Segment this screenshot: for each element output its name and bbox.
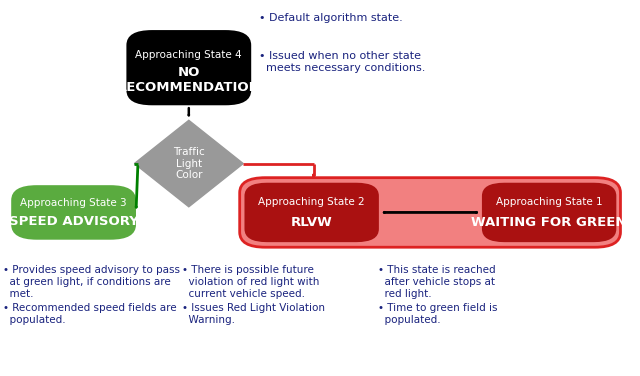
Text: • Time to green field is
  populated.: • Time to green field is populated.	[378, 303, 497, 325]
Text: NO
RECOMMENDATION: NO RECOMMENDATION	[117, 67, 260, 94]
Text: • Issues Red Light Violation
  Warning.: • Issues Red Light Violation Warning.	[182, 303, 325, 325]
Text: Approaching State 3: Approaching State 3	[20, 198, 127, 208]
Text: • There is possible future
  violation of red light with
  current vehicle speed: • There is possible future violation of …	[182, 265, 320, 299]
Text: Traffic
Light
Color: Traffic Light Color	[173, 147, 205, 180]
Text: • This state is reached
  after vehicle stops at
  red light.: • This state is reached after vehicle st…	[378, 265, 495, 299]
Polygon shape	[134, 120, 243, 207]
FancyBboxPatch shape	[244, 183, 379, 242]
Text: Approaching State 1: Approaching State 1	[496, 197, 602, 207]
Text: Approaching State 2: Approaching State 2	[259, 197, 365, 207]
FancyBboxPatch shape	[240, 177, 621, 247]
Text: RLVW: RLVW	[291, 216, 333, 229]
Text: SPEED ADVISORY: SPEED ADVISORY	[9, 215, 138, 228]
Text: • Recommended speed fields are
  populated.: • Recommended speed fields are populated…	[3, 303, 177, 325]
Text: Approaching State 4: Approaching State 4	[136, 50, 242, 60]
Text: • Provides speed advisory to pass
  at green light, if conditions are
  met.: • Provides speed advisory to pass at gre…	[3, 265, 180, 299]
FancyBboxPatch shape	[12, 185, 136, 240]
Text: • Default algorithm state.: • Default algorithm state.	[259, 13, 403, 23]
FancyBboxPatch shape	[482, 183, 616, 242]
FancyBboxPatch shape	[127, 30, 251, 105]
Text: WAITING FOR GREEN: WAITING FOR GREEN	[472, 216, 627, 229]
Text: • Issued when no other state
  meets necessary conditions.: • Issued when no other state meets neces…	[259, 51, 426, 73]
